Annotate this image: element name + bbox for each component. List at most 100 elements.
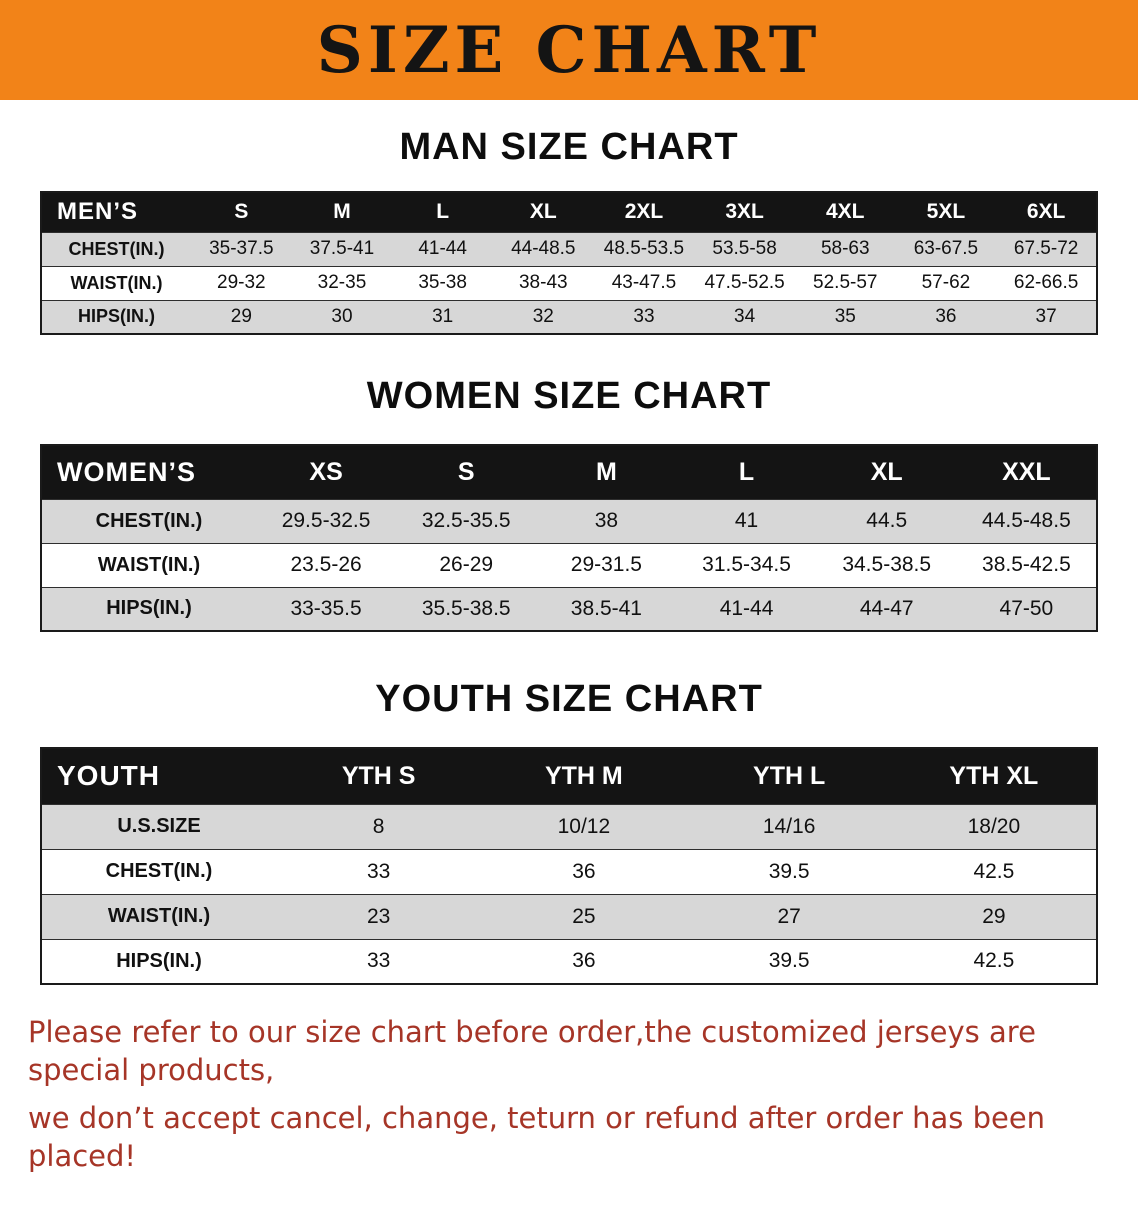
section-women: WOMEN SIZE CHART WOMEN’S XS S M L XL XXL CHEST(… xyxy=(0,375,1138,632)
women-header-cell: WOMEN’S xyxy=(41,445,256,499)
men-value-cell: 67.5-72 xyxy=(1013,238,1079,259)
youth-value-cell: 42.5 xyxy=(973,859,1015,883)
youth-header-cell: YTH L xyxy=(686,748,892,804)
women-value-cell: 35.5-38.5 xyxy=(421,596,511,620)
women-data-row: WAIST(IN.) 23.5-26 26-29 29-31.5 31.5-34.5 34… xyxy=(41,543,1097,587)
youth-header-cell: YOUTH xyxy=(41,748,276,804)
disclaimer-line-1: Please refer to our size chart before or… xyxy=(28,1015,1036,1087)
youth-value-cell: 27 xyxy=(777,904,801,928)
men-value-cell: 29-32 xyxy=(217,272,266,293)
youth-data-row: CHEST(IN.) 33 36 39.5 42.5 xyxy=(41,849,1097,894)
youth-value-cell: 36 xyxy=(572,859,596,883)
women-row-label: WAIST(IN.) xyxy=(97,553,201,576)
men-value-cell: 32 xyxy=(532,305,554,327)
youth-row-label: CHEST(IN.) xyxy=(105,860,213,882)
women-data-row: CHEST(IN.) 29.5-32.5 32.5-35.5 38 41 44.5 44.5… xyxy=(41,499,1097,543)
disclaimer-line-2: we don’t accept cancel, change, teturn o… xyxy=(28,1101,1046,1173)
men-value-cell: 63-67.5 xyxy=(913,238,979,259)
women-value-cell: 34.5-38.5 xyxy=(842,553,932,576)
men-value-cell: 35-37.5 xyxy=(209,238,274,259)
women-header-row: WOMEN’S XS S M L XL XXL xyxy=(41,445,1097,499)
women-header-cell: S xyxy=(396,445,537,499)
men-value-cell: 58-63 xyxy=(820,238,870,259)
men-value-cell: 31 xyxy=(432,305,454,327)
men-header-row: MEN’S S M L XL 2XL 3XL 4XL 5XL 6XL xyxy=(41,192,1097,232)
women-value-cell: 33-35.5 xyxy=(290,596,362,620)
men-value-cell: 37 xyxy=(1035,305,1057,327)
men-header-cell: L xyxy=(392,192,493,232)
men-value-cell: 53.5-58 xyxy=(712,238,777,259)
women-value-cell: 38 xyxy=(594,509,619,532)
men-value-cell: 43-47.5 xyxy=(611,272,677,293)
women-value-cell: 41 xyxy=(734,509,759,532)
women-value-cell: 44.5 xyxy=(866,509,908,532)
banner-title: SIZE CHART xyxy=(316,12,822,88)
men-value-cell: 52.5-57 xyxy=(813,272,878,293)
men-value-cell: 33 xyxy=(633,305,655,327)
men-value-cell: 41-44 xyxy=(418,238,467,259)
men-value-cell: 35-38 xyxy=(418,272,467,293)
women-value-cell: 38.5-42.5 xyxy=(982,553,1071,576)
banner: SIZE CHART xyxy=(0,0,1138,100)
youth-row-label: WAIST(IN.) xyxy=(107,905,211,927)
men-value-cell: 48.5-53.5 xyxy=(603,238,685,259)
women-header-cell: XS xyxy=(256,445,397,499)
men-value-cell: 34 xyxy=(734,305,756,327)
youth-value-cell: 36 xyxy=(572,949,596,973)
men-value-cell: 36 xyxy=(935,305,957,327)
men-row-label: CHEST(IN.) xyxy=(68,238,165,259)
section-men: MAN SIZE CHART MEN’S S M L XL 2XL 3XL 4XL 5XL 6XL… xyxy=(0,126,1138,335)
youth-header-cell: YTH M xyxy=(481,748,687,804)
men-value-cell: 30 xyxy=(331,305,353,327)
women-header-cell: XL xyxy=(816,445,957,499)
youth-value-cell: 42.5 xyxy=(973,949,1015,973)
men-header-cell: XL xyxy=(492,192,594,232)
women-header-cell: M xyxy=(536,445,677,499)
men-row-label: WAIST(IN.) xyxy=(70,272,163,293)
men-value-cell: 38-43 xyxy=(518,272,568,293)
women-value-cell: 29.5-32.5 xyxy=(281,509,371,532)
men-header-cell: 6XL xyxy=(996,192,1097,232)
women-data-row: HIPS(IN.) 33-35.5 35.5-38.5 38.5-41 41-44 44-… xyxy=(41,587,1097,631)
youth-value-cell: 8 xyxy=(372,814,385,838)
youth-value-cell: 39.5 xyxy=(768,859,810,883)
men-value-cell: 32-35 xyxy=(317,272,367,293)
women-row-label: CHEST(IN.) xyxy=(95,509,203,532)
youth-row-label: HIPS(IN.) xyxy=(116,949,202,972)
men-value-cell: 35 xyxy=(834,305,856,327)
youth-value-cell: 33 xyxy=(366,949,391,973)
women-value-cell: 23.5-26 xyxy=(290,553,362,576)
women-value-cell: 47-50 xyxy=(999,596,1054,620)
youth-section-heading: YOUTH SIZE CHART xyxy=(375,678,763,720)
youth-data-row: U.S.SIZE 8 10/12 14/16 18/20 xyxy=(41,804,1097,849)
men-header-cell: 4XL xyxy=(794,192,896,232)
men-data-row: WAIST(IN.) 29-32 32-35 35-38 38-43 43-47.5 47.… xyxy=(41,266,1097,300)
women-value-cell: 29-31.5 xyxy=(570,553,642,576)
women-header-cell: XXL xyxy=(956,445,1097,499)
youth-value-cell: 14/16 xyxy=(762,814,816,838)
women-value-cell: 32.5-35.5 xyxy=(421,509,511,532)
women-section-heading: WOMEN SIZE CHART xyxy=(366,375,772,417)
youth-value-cell: 25 xyxy=(572,904,596,928)
men-row-label: HIPS(IN.) xyxy=(77,306,155,327)
men-value-cell: 44-48.5 xyxy=(511,238,576,259)
men-value-cell: 29 xyxy=(230,305,252,327)
disclaimer-note: Please refer to our size chart before or… xyxy=(0,1013,1138,1205)
men-header-cell: 2XL xyxy=(593,192,695,232)
youth-header-cell: YTH XL xyxy=(891,748,1097,804)
women-size-table: WOMEN’S XS S M L XL XXL CHEST(IN.) 29.5-32.5 32.5… xyxy=(40,444,1098,632)
men-header-cell: 5XL xyxy=(895,192,997,232)
men-value-cell: 57-62 xyxy=(921,272,971,293)
men-header-cell: 3XL xyxy=(694,192,795,232)
women-value-cell: 44.5-48.5 xyxy=(982,509,1071,532)
women-value-cell: 41-44 xyxy=(719,596,774,620)
youth-header-cell: YTH S xyxy=(276,748,482,804)
women-value-cell: 44-47 xyxy=(859,596,914,620)
men-value-cell: 62-66.5 xyxy=(1013,272,1079,293)
women-value-cell: 31.5-34.5 xyxy=(702,553,791,576)
women-value-cell: 38.5-41 xyxy=(570,596,642,620)
women-value-cell: 26-29 xyxy=(439,553,494,576)
men-data-row: HIPS(IN.) 29 30 31 32 33 34 35 36 37 xyxy=(41,300,1097,334)
men-data-row: CHEST(IN.) 35-37.5 37.5-41 41-44 44-48.5 48.5… xyxy=(41,232,1097,266)
